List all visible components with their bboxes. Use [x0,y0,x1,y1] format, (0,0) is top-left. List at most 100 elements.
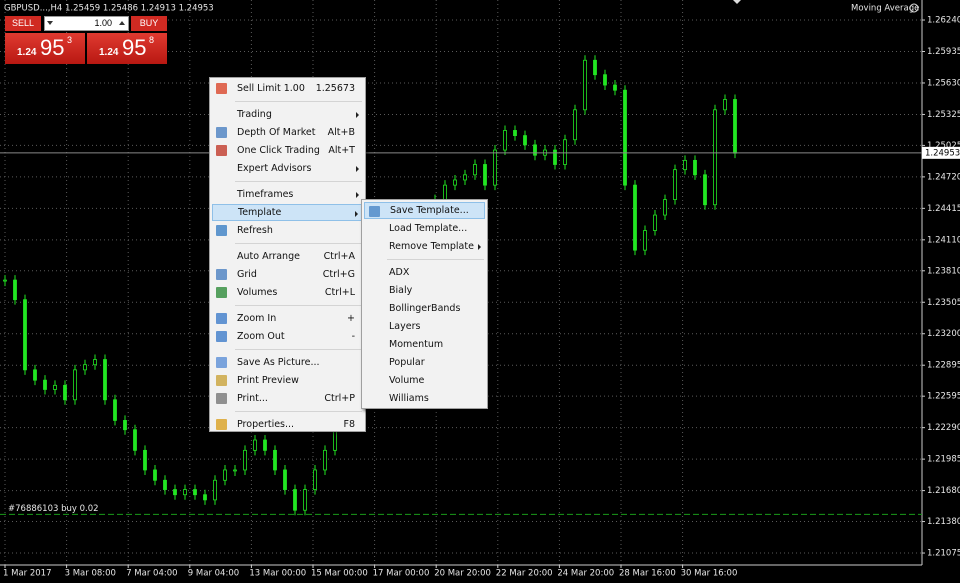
sell-button[interactable]: SELL [5,16,41,31]
y-tick-label: 1.22595 [927,392,960,402]
x-tick-label: 24 Mar 20:00 [557,569,614,579]
menu-label: Momentum [389,339,444,350]
menu-icon [216,375,227,386]
menu-label: Trading [237,109,272,120]
menu-shortcut: Ctrl+P [324,393,355,404]
menu-label: Save As Picture... [237,357,320,368]
y-tick-label: 1.22895 [927,361,960,371]
menu-item[interactable]: Grid Ctrl+G [212,266,363,283]
candle [33,369,37,381]
y-tick-label: 1.25935 [927,47,960,57]
candle [3,279,7,282]
menu-item[interactable]: Zoom In + [212,310,363,327]
candle [253,439,257,451]
menu-item[interactable]: Volume [364,372,485,389]
menu-item[interactable]: Properties... F8 [212,416,363,433]
candle [673,169,677,200]
menu-shortcut: - [351,331,355,342]
candle [203,494,207,501]
candle [293,489,297,511]
menu-item[interactable]: Remove Template [364,238,485,255]
menu-item[interactable]: Print... Ctrl+P [212,390,363,407]
candle [73,369,77,401]
menu-separator [235,181,362,182]
menu-item[interactable]: Timeframes [212,186,363,203]
candle [553,149,557,165]
menu-item[interactable]: BollingerBands [364,300,485,317]
symbol-info: GBPUSD...,H4 1.25459 1.25486 1.24913 1.2… [4,4,214,14]
candle [703,174,707,206]
menu-item[interactable]: Save Template... [364,202,485,219]
menu-item[interactable]: Refresh [212,222,363,239]
indicator-name: Moving Average [851,4,919,14]
lot-input[interactable]: 1.00 [44,16,129,31]
menu-item[interactable]: Template [212,204,363,221]
indicator-icon [909,3,919,13]
candle [133,429,137,451]
menu-icon [216,145,227,156]
submenu-arrow [355,211,358,217]
menu-item[interactable]: Depth Of Market Alt+B [212,124,363,141]
order-label: #76886103 buy 0.02 [8,504,99,514]
candle [113,399,117,421]
lot-increase[interactable] [119,21,125,25]
context-menu: Sell Limit 1.00 1.25673 Trading Depth Of Ma… [209,77,366,432]
menu-item[interactable]: Williams [364,390,485,407]
menu-item[interactable]: One Click Trading Alt+T [212,142,363,159]
menu-item[interactable]: Sell Limit 1.00 1.25673 [212,80,363,97]
buy-price-box[interactable]: 1.24 95 8 [87,33,167,64]
price-point: 3 [67,35,73,45]
x-tick-label: 1 Mar 2017 [3,569,51,579]
scroll-marker [733,0,741,4]
menu-icon [216,313,227,324]
menu-item[interactable]: Volumes Ctrl+L [212,284,363,301]
candle [653,214,657,231]
menu-label: Refresh [237,225,273,236]
candle [733,99,737,154]
candle [683,159,687,171]
menu-item[interactable]: Zoom Out - [212,328,363,345]
menu-item[interactable]: Load Template... [364,220,485,237]
menu-item[interactable]: Momentum [364,336,485,353]
menu-shortcut: Alt+B [327,127,355,138]
menu-shortcut: F8 [343,419,355,430]
candle [303,489,307,511]
candle [613,84,617,91]
menu-item[interactable]: ADX [364,264,485,281]
menu-label: Print... [237,393,268,404]
menu-item[interactable]: Bialy [364,282,485,299]
menu-label: Grid [237,269,257,280]
menu-item[interactable]: Auto Arrange Ctrl+A [212,248,363,265]
menu-item[interactable]: Print Preview [212,372,363,389]
candle [593,59,597,76]
menu-label: Properties... [237,419,295,430]
menu-label: Volume [389,375,425,386]
candle [563,139,567,165]
candle [223,469,227,481]
menu-shortcut: Alt+T [328,145,355,156]
menu-label: Popular [389,357,425,368]
menu-item[interactable]: Save As Picture... [212,354,363,371]
candle [23,299,27,371]
y-tick-label: 1.21380 [927,517,960,527]
menu-label: Zoom In [237,313,277,324]
menu-item[interactable]: Layers [364,318,485,335]
menu-item[interactable]: Trading [212,106,363,123]
candle [193,489,197,496]
menu-label: Load Template... [389,223,468,234]
menu-item[interactable]: Expert Advisors [212,160,363,177]
y-tick-label: 1.25025 [927,141,960,151]
menu-icon [216,419,227,430]
menu-label: Williams [389,393,429,404]
submenu-arrow [478,244,481,250]
menu-item[interactable]: Popular [364,354,485,371]
lot-decrease[interactable] [47,21,53,25]
y-tick-label: 1.23200 [927,329,960,339]
x-tick-label: 7 Mar 04:00 [126,569,177,579]
x-tick-label: 9 Mar 04:00 [188,569,239,579]
candle [663,199,667,216]
buy-button[interactable]: BUY [131,16,167,31]
candle [603,74,607,86]
sell-price-box[interactable]: 1.24 95 3 [5,33,85,64]
y-tick-label: 1.21985 [927,455,960,465]
